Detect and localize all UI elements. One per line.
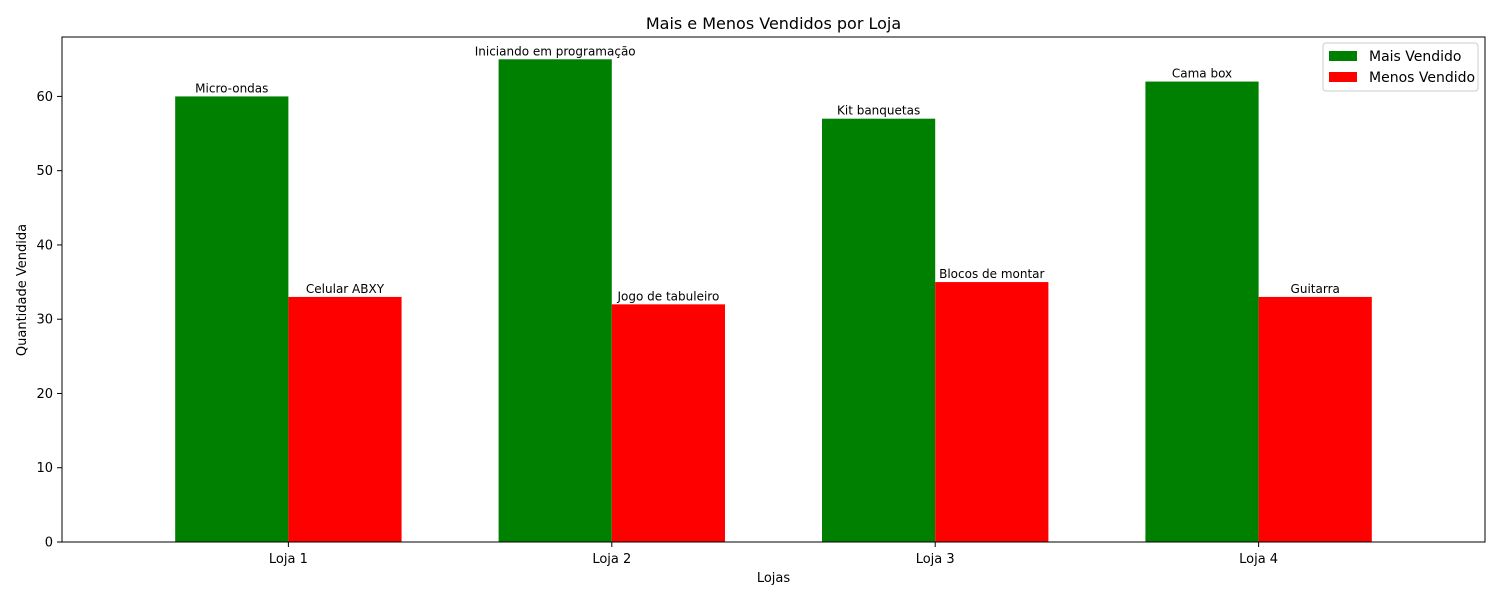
axes: 0 10 20 30 40 50 60 Loja 1 Loja 2 Loja 3 Loja 4 (36, 90, 1278, 567)
y-tick-label: 0 (45, 536, 53, 551)
bar-label: Blocos de montar (939, 267, 1044, 281)
bar-menos-4 (1258, 296, 1372, 542)
bar-mais-1 (175, 96, 289, 542)
plot-area: Micro-ondas Iniciando em programação Kit b… (175, 44, 1372, 543)
legend-label: Mais Vendido (1369, 49, 1462, 65)
bar-menos-1 (288, 296, 402, 542)
bar-label: Iniciando em programação (475, 44, 636, 58)
bar-menos-3 (935, 282, 1049, 542)
x-axis-label: Lojas (757, 571, 791, 586)
legend-swatch-menos (1329, 72, 1357, 82)
bar-mais-4 (1145, 81, 1259, 542)
bar-label: Celular ABXY (306, 282, 385, 296)
y-tick-label: 50 (36, 164, 53, 179)
chart-title: Mais e Menos Vendidos por Loja (646, 14, 901, 33)
x-tick-label: Loja 2 (592, 552, 631, 567)
legend-swatch-mais (1329, 51, 1357, 61)
y-tick-label: 20 (36, 387, 53, 402)
y-tick-label: 40 (36, 238, 53, 253)
bar-label: Cama box (1172, 67, 1232, 81)
bar-label: Kit banquetas (837, 104, 920, 118)
legend-label: Menos Vendido (1369, 70, 1475, 86)
y-axis-label: Quantidade Vendida (15, 224, 30, 356)
x-tick-label: Loja 4 (1239, 552, 1278, 567)
plot-frame (61, 36, 1486, 543)
bar-mais-3 (822, 118, 936, 543)
x-tick-label: Loja 3 (916, 552, 955, 567)
legend-box (1322, 42, 1479, 92)
y-tick-label: 30 (36, 313, 53, 328)
bar-menos-2 (611, 304, 725, 542)
bar-label: Jogo de tabuleiro (616, 289, 719, 303)
bar-label: Guitarra (1291, 282, 1340, 296)
y-tick-label: 60 (36, 90, 53, 105)
x-tick-label: Loja 1 (269, 552, 308, 567)
legend: Mais Vendido Menos Vendido (1322, 42, 1479, 92)
bar-mais-2 (498, 59, 612, 542)
y-tick-label: 10 (36, 461, 53, 476)
bar-label: Micro-ondas (195, 81, 268, 95)
